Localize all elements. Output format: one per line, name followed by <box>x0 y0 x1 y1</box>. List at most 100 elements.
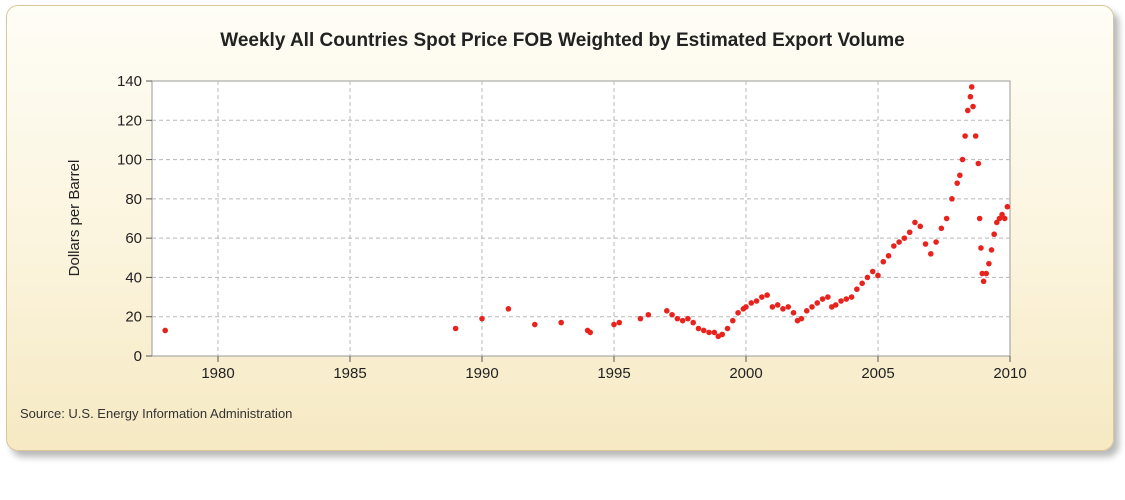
grid-layer <box>152 81 1010 356</box>
data-point <box>611 321 617 328</box>
x-tick-label: 1990 <box>465 365 498 382</box>
y-tick-label: 0 <box>134 348 142 365</box>
data-point <box>674 315 681 322</box>
data-point <box>505 306 512 312</box>
data-point <box>983 270 990 277</box>
y-tick-label: 100 <box>117 152 142 169</box>
data-point <box>664 308 670 314</box>
data-point <box>637 315 644 322</box>
data-point <box>991 231 997 238</box>
data-point <box>896 239 902 245</box>
data-point <box>975 160 982 167</box>
data-point <box>711 329 718 336</box>
data-point <box>957 172 963 179</box>
data-point <box>743 304 749 310</box>
data-point <box>880 258 887 265</box>
data-point <box>780 306 786 312</box>
data-point <box>1001 215 1008 222</box>
data-point <box>901 235 908 241</box>
data-point <box>875 272 881 279</box>
data-point <box>645 311 652 318</box>
data-point <box>949 196 955 202</box>
data-point <box>825 294 831 300</box>
data-point <box>730 317 736 324</box>
x-tick-label: 2010 <box>993 365 1026 382</box>
data-point <box>979 270 986 277</box>
data-point <box>479 315 485 322</box>
x-tick-label: 1985 <box>333 365 366 382</box>
data-point <box>891 243 897 249</box>
data-point <box>962 133 968 139</box>
data-point <box>700 327 707 334</box>
y-axis-title: Dollars per Barrel <box>66 160 83 277</box>
data-point <box>587 329 594 336</box>
data-point <box>785 304 792 310</box>
data-point <box>843 296 850 302</box>
data-point <box>558 319 564 326</box>
data-point <box>864 274 871 281</box>
data-point <box>978 245 984 251</box>
data-point <box>695 325 702 332</box>
x-tick-label: 2005 <box>861 365 894 382</box>
data-point <box>859 280 865 287</box>
data-point <box>819 296 826 302</box>
data-point <box>933 239 939 245</box>
y-tick-label: 80 <box>125 191 142 208</box>
plot-area <box>151 80 1011 357</box>
source-note: Source: U.S. Energy Information Administ… <box>20 406 293 421</box>
data-point <box>928 251 934 257</box>
data-point <box>976 215 983 222</box>
data-point <box>838 298 844 304</box>
data-point <box>832 302 839 308</box>
data-point <box>964 107 971 114</box>
data-point <box>967 93 974 100</box>
data-point <box>938 225 945 232</box>
data-point <box>994 219 1000 226</box>
data-point <box>972 133 979 139</box>
data-point <box>735 309 741 316</box>
data-point <box>162 327 168 334</box>
y-tick-label: 140 <box>117 73 142 90</box>
y-tick-label: 20 <box>125 309 142 326</box>
y-tick-label: 60 <box>125 230 142 247</box>
data-point <box>748 300 755 306</box>
data-point <box>814 300 821 306</box>
data-point <box>970 103 976 110</box>
data-point <box>759 294 765 300</box>
y-tick-label: 120 <box>117 112 142 129</box>
data-point <box>912 219 918 226</box>
data-point <box>724 325 731 332</box>
data-point <box>452 325 459 332</box>
chart-title: Weekly All Countries Spot Price FOB Weig… <box>220 30 905 51</box>
data-point <box>774 302 781 308</box>
data-point <box>798 315 805 322</box>
data-point <box>869 268 876 275</box>
data-point <box>854 286 860 293</box>
data-point <box>790 309 797 316</box>
data-point <box>954 180 960 186</box>
data-point <box>999 211 1005 218</box>
data-point <box>968 84 975 90</box>
data-point <box>996 215 1003 222</box>
data-point <box>803 308 810 314</box>
data-point <box>532 321 538 328</box>
data-point <box>848 294 855 300</box>
y-tick-label: 40 <box>125 269 142 286</box>
data-point <box>980 278 987 285</box>
x-tick-label: 1980 <box>201 365 234 382</box>
data-point <box>943 215 950 222</box>
data-point <box>719 331 726 338</box>
data-point <box>1004 203 1011 210</box>
points-layer <box>162 84 1011 340</box>
x-tick-label: 2000 <box>729 365 762 382</box>
data-point <box>764 292 770 298</box>
data-point <box>669 311 675 318</box>
data-point <box>679 317 686 324</box>
data-point <box>988 247 995 253</box>
data-point <box>769 304 776 310</box>
axis-layer: 0 20 40 60 80 100 120 140 1980 1985 1990 1995 2000 20… <box>117 73 1027 382</box>
data-point <box>885 253 892 259</box>
data-point <box>685 315 691 322</box>
data-point <box>690 319 696 326</box>
